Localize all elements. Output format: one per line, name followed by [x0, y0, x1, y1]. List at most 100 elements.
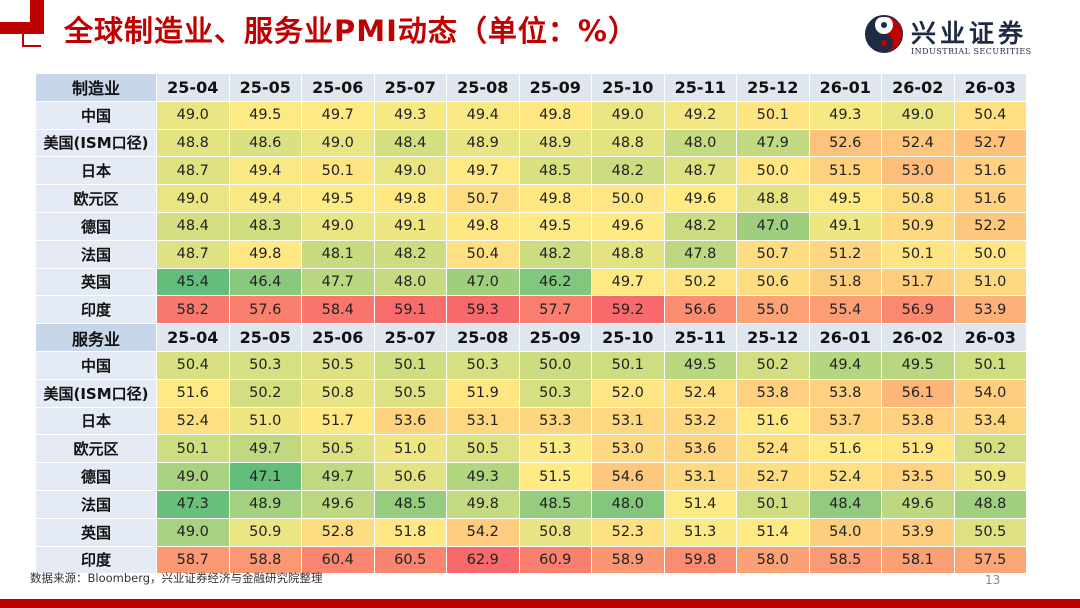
pmi-value-cell: 51.9	[446, 378, 520, 408]
pmi-value-cell: 51.0	[228, 406, 302, 436]
pmi-value-cell: 53.1	[446, 406, 520, 436]
pmi-value-cell: 50.2	[953, 434, 1027, 464]
pmi-value-cell: 49.0	[156, 517, 230, 547]
table-row: 印度 58.2 57.6 58.4 59.1 59.3 57.7 59.2 56.6 55.0 55…	[35, 295, 1027, 325]
pmi-value-cell: 49.8	[518, 100, 592, 130]
pmi-value-cell: 50.4	[953, 100, 1027, 130]
table-row: 中国 50.4 50.3 50.5 50.1 50.3 50.0 50.1 49.5 50.2 49…	[35, 350, 1027, 380]
pmi-value-cell: 53.1	[663, 462, 737, 491]
month-header: 25-04	[156, 323, 230, 352]
pmi-value-cell: 46.4	[228, 267, 302, 297]
table-row: 法国 48.7 49.8 48.1 48.2 50.4 48.2 48.8 47.8 50.7 51…	[35, 239, 1027, 269]
pmi-value-cell: 60.9	[518, 545, 592, 575]
month-header: 25-12	[736, 323, 810, 352]
pmi-value-cell: 48.9	[446, 128, 520, 158]
pmi-value-cell: 51.4	[736, 517, 810, 547]
pmi-value-cell: 51.6	[736, 406, 810, 436]
pmi-value-cell: 49.3	[373, 100, 447, 130]
pmi-value-cell: 50.8	[518, 517, 592, 547]
pmi-value-cell: 48.8	[953, 489, 1027, 519]
month-header: 25-07	[373, 73, 447, 102]
pmi-value-cell: 52.2	[953, 211, 1027, 241]
services-header-row: 服务业 25-04 25-05 25-06 25-07 25-08 25-09 25-10 25…	[35, 323, 1027, 352]
pmi-value-cell: 50.1	[156, 434, 230, 464]
pmi-value-cell: 49.5	[228, 100, 302, 130]
pmi-value-cell: 51.5	[808, 156, 882, 186]
table-row: 英国 49.0 50.9 52.8 51.8 54.2 50.8 52.3 51.3 51.4 54…	[35, 517, 1027, 547]
pmi-value-cell: 48.7	[156, 239, 230, 269]
pmi-value-cell: 50.1	[736, 489, 810, 519]
pmi-value-cell: 58.0	[736, 545, 810, 575]
pmi-value-cell: 48.8	[156, 128, 230, 158]
pmi-value-cell: 47.8	[663, 239, 737, 269]
pmi-value-cell: 54.2	[446, 517, 520, 547]
pmi-value-cell: 49.5	[808, 184, 882, 213]
table-row: 日本 48.7 49.4 50.1 49.0 49.7 48.5 48.2 48.7 50.0 51…	[35, 156, 1027, 186]
country-label: 日本	[35, 406, 157, 436]
pmi-value-cell: 59.3	[446, 295, 520, 325]
pmi-value-cell: 50.5	[373, 378, 447, 408]
pmi-value-cell: 48.1	[301, 239, 375, 269]
pmi-value-cell: 51.6	[808, 434, 882, 464]
company-logo: 兴业证券 INDUSTRIAL SECURITIES	[864, 14, 1054, 60]
pmi-value-cell: 49.7	[591, 267, 665, 297]
pmi-value-cell: 52.0	[591, 378, 665, 408]
pmi-value-cell: 49.0	[591, 100, 665, 130]
pmi-value-cell: 47.7	[301, 267, 375, 297]
page-number: 13	[985, 573, 1001, 587]
pmi-value-cell: 49.5	[663, 350, 737, 380]
pmi-value-cell: 49.3	[808, 100, 882, 130]
pmi-value-cell: 49.4	[808, 350, 882, 380]
pmi-value-cell: 48.3	[228, 211, 302, 241]
pmi-value-cell: 58.1	[881, 545, 955, 575]
pmi-value-cell: 51.2	[808, 239, 882, 269]
pmi-value-cell: 51.7	[301, 406, 375, 436]
table-row: 中国 49.0 49.5 49.7 49.3 49.4 49.8 49.0 49.2 50.1 49…	[35, 100, 1027, 130]
pmi-value-cell: 49.1	[808, 211, 882, 241]
month-header: 25-04	[156, 73, 230, 102]
pmi-value-cell: 53.4	[953, 406, 1027, 436]
month-header: 25-05	[228, 73, 302, 102]
pmi-value-cell: 52.3	[591, 517, 665, 547]
pmi-value-cell: 53.0	[881, 156, 955, 186]
month-header: 25-06	[301, 323, 375, 352]
pmi-value-cell: 49.4	[228, 184, 302, 213]
month-header: 26-02	[881, 323, 955, 352]
country-label: 美国(ISM口径)	[35, 128, 157, 158]
pmi-value-cell: 53.8	[736, 378, 810, 408]
country-label: 中国	[35, 350, 157, 380]
pmi-value-cell: 47.9	[736, 128, 810, 158]
pmi-value-cell: 48.2	[373, 239, 447, 269]
pmi-value-cell: 52.4	[736, 434, 810, 464]
pmi-value-cell: 48.6	[228, 128, 302, 158]
manufacturing-header-row: 制造业 25-04 25-05 25-06 25-07 25-08 25-09 25-10 25…	[35, 73, 1027, 102]
pmi-value-cell: 50.9	[228, 517, 302, 547]
pmi-value-cell: 60.4	[301, 545, 375, 575]
pmi-value-cell: 51.3	[518, 434, 592, 464]
pmi-value-cell: 54.0	[953, 378, 1027, 408]
pmi-value-cell: 58.8	[228, 545, 302, 575]
pmi-value-cell: 48.9	[228, 489, 302, 519]
pmi-value-cell: 50.8	[301, 378, 375, 408]
pmi-value-cell: 49.0	[156, 184, 230, 213]
pmi-value-cell: 49.5	[881, 350, 955, 380]
month-header: 26-03	[953, 323, 1027, 352]
manufacturing-section-label: 制造业	[35, 73, 157, 102]
pmi-table: 制造业 25-04 25-05 25-06 25-07 25-08 25-09 25-10 25…	[35, 73, 1027, 575]
pmi-value-cell: 49.0	[156, 100, 230, 130]
month-header: 25-09	[518, 323, 592, 352]
pmi-value-cell: 53.9	[881, 517, 955, 547]
pmi-value-cell: 50.0	[518, 350, 592, 380]
pmi-value-cell: 46.2	[518, 267, 592, 297]
pmi-value-cell: 48.4	[808, 489, 882, 519]
month-header: 25-10	[591, 73, 665, 102]
table-row: 美国(ISM口径) 48.8 48.6 49.0 48.4 48.9 48.9 48.8 48.…	[35, 128, 1027, 158]
pmi-value-cell: 56.6	[663, 295, 737, 325]
month-header: 25-11	[663, 323, 737, 352]
logo-subtitle: INDUSTRIAL SECURITIES	[911, 47, 1032, 56]
pmi-value-cell: 53.3	[518, 406, 592, 436]
pmi-value-cell: 49.8	[373, 184, 447, 213]
month-header: 25-10	[591, 323, 665, 352]
pmi-value-cell: 56.9	[881, 295, 955, 325]
pmi-value-cell: 50.9	[881, 211, 955, 241]
